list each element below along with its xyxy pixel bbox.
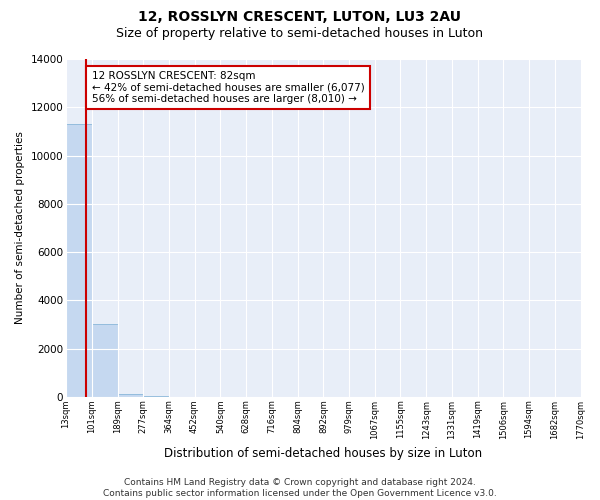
Text: Contains HM Land Registry data © Crown copyright and database right 2024.
Contai: Contains HM Land Registry data © Crown c… (103, 478, 497, 498)
Bar (66, 124, 92, 397)
Bar (118, 394, 143, 397)
Bar (92, 324, 118, 397)
Y-axis label: Number of semi-detached properties: Number of semi-detached properties (15, 132, 25, 324)
Text: Size of property relative to semi-detached houses in Luton: Size of property relative to semi-detach… (116, 28, 484, 40)
Text: 12 ROSSLYN CRESCENT: 82sqm
← 42% of semi-detached houses are smaller (6,077)
56%: 12 ROSSLYN CRESCENT: 82sqm ← 42% of semi… (92, 71, 364, 104)
X-axis label: Distribution of semi-detached houses by size in Luton: Distribution of semi-detached houses by … (164, 447, 482, 460)
Bar (143, 396, 169, 397)
Text: 12, ROSSLYN CRESCENT, LUTON, LU3 2AU: 12, ROSSLYN CRESCENT, LUTON, LU3 2AU (139, 10, 461, 24)
